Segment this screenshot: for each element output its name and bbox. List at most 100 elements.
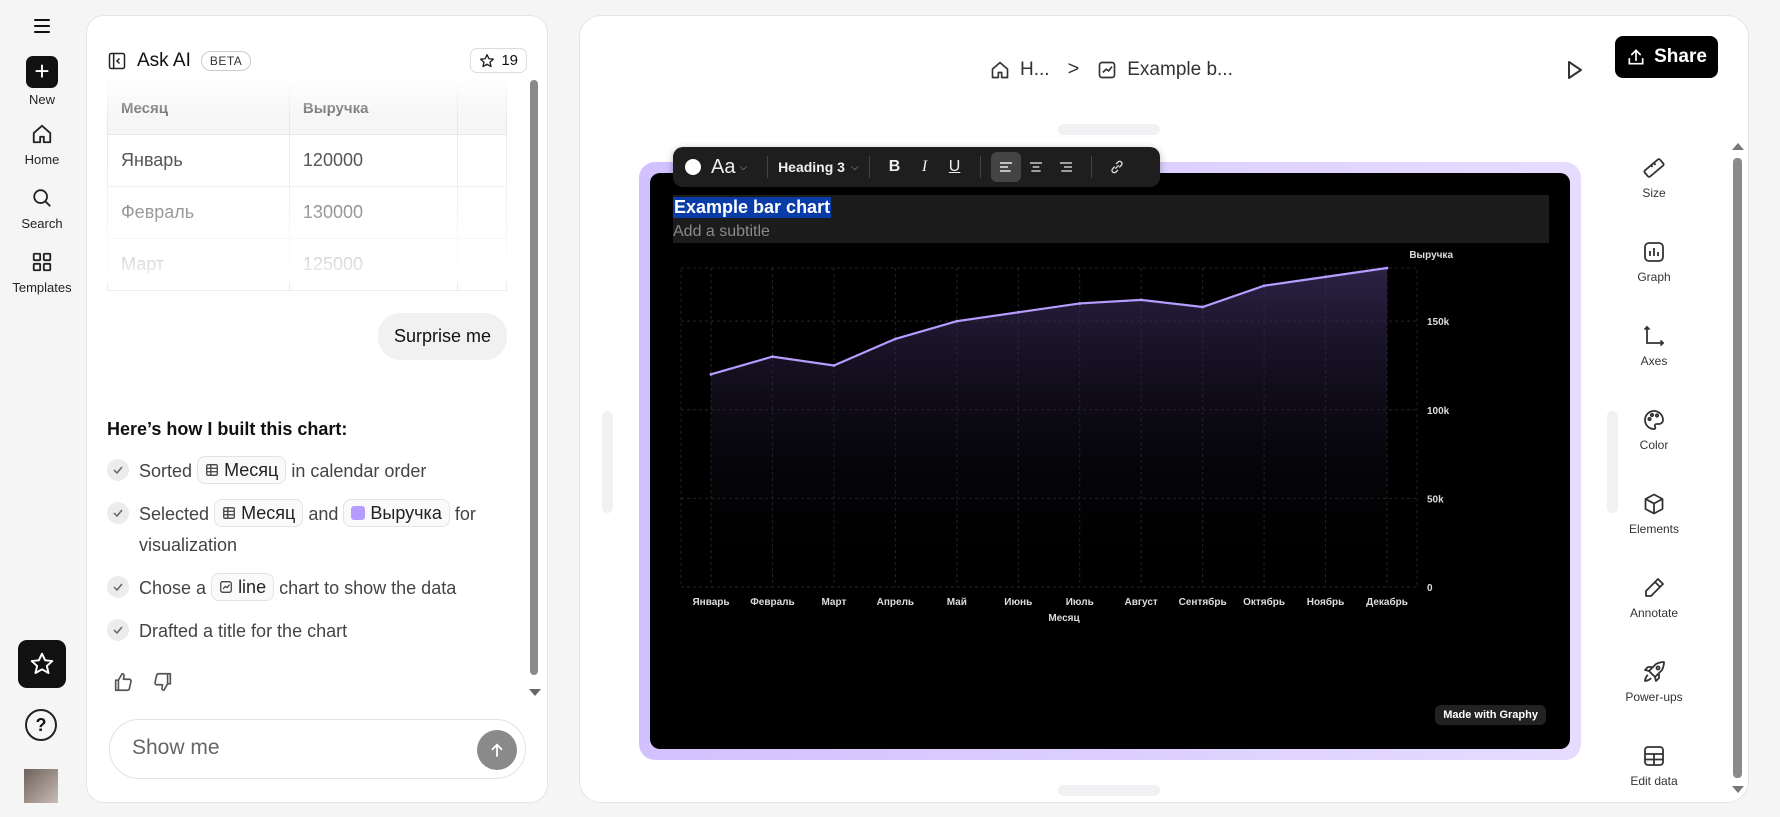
chip-label: Выручка: [370, 503, 442, 523]
breadcrumb-home[interactable]: H...: [1020, 58, 1050, 80]
thumbs-up-icon[interactable]: [112, 671, 136, 695]
scroll-down-arrow[interactable]: [529, 689, 541, 696]
format-toolbar: Aa ⌵ Heading 3 ⌵ B I U: [673, 147, 1160, 187]
align-left-button[interactable]: [990, 152, 1021, 182]
chip-label: line: [238, 577, 267, 597]
align-right-button[interactable]: [1051, 152, 1081, 182]
bar-graph-icon: [1640, 238, 1668, 266]
thumbs-down-icon[interactable]: [152, 671, 176, 695]
x-tick-label: Январь: [692, 597, 729, 608]
chip-label: Месяц: [241, 503, 296, 523]
present-button[interactable]: [1562, 58, 1588, 84]
step-text: Sorted: [139, 461, 193, 481]
help-button[interactable]: ?: [25, 709, 57, 741]
table-icon: [206, 464, 218, 476]
templates-nav[interactable]: Templates: [0, 246, 84, 295]
italic-button[interactable]: I: [921, 158, 928, 175]
new-label: New: [28, 92, 55, 107]
chart-title[interactable]: Example bar chart: [673, 197, 832, 218]
x-tick-label: Апрель: [877, 597, 914, 608]
chart-canvas[interactable]: Example bar chart Add a subtitle 0 50k 100…: [650, 173, 1570, 749]
column-chip: Месяц: [197, 456, 287, 484]
built-title: Here’s how I built this chart:: [107, 419, 348, 439]
area-fill: [711, 268, 1387, 587]
chart-subtitle[interactable]: Add a subtitle: [673, 223, 770, 240]
editor-scrollbar[interactable]: [1733, 158, 1742, 778]
tool-label: Elements: [1628, 522, 1680, 536]
tool-graph[interactable]: Graph: [1615, 238, 1693, 284]
tool-label: Axes: [1640, 354, 1668, 368]
search-nav[interactable]: Search: [0, 182, 84, 231]
tool-size[interactable]: Size: [1615, 154, 1693, 200]
check-icon: [107, 619, 129, 641]
bold-button[interactable]: B: [888, 158, 901, 175]
step-text: for visualization: [139, 504, 476, 555]
align-left-icon: [999, 162, 1012, 172]
collapse-panel-icon[interactable]: [107, 51, 127, 71]
plot-area: [680, 267, 1418, 588]
underline-button[interactable]: U: [948, 158, 961, 175]
align-center-button[interactable]: [1021, 152, 1051, 182]
play-icon: [1568, 61, 1582, 79]
x-tick-label: Ноябрь: [1307, 596, 1344, 608]
rocket-icon: [1640, 658, 1668, 686]
tool-elements[interactable]: Elements: [1615, 490, 1693, 536]
scroll-up-arrow[interactable]: [1732, 143, 1744, 150]
tool-power-ups[interactable]: Power-ups: [1615, 658, 1693, 704]
data-point: [1385, 266, 1389, 270]
data-point: [893, 337, 897, 341]
chat-title: Ask AI: [137, 50, 191, 71]
step-text: Selected: [139, 504, 210, 524]
tool-label: Size: [1642, 186, 1666, 200]
menu-icon[interactable]: [30, 16, 54, 36]
table-header: Выручка: [288, 82, 458, 135]
share-button[interactable]: Share: [1615, 36, 1718, 78]
feedback-buttons: [112, 671, 176, 695]
resize-handle-right[interactable]: [1607, 411, 1618, 513]
table-cell: Февраль: [107, 186, 290, 239]
text-color-button[interactable]: [685, 159, 701, 175]
align-center-icon: [1029, 162, 1042, 172]
tool-color[interactable]: Color: [1615, 406, 1693, 452]
resize-handle-left[interactable]: [602, 411, 613, 513]
beta-badge: BETA: [200, 51, 252, 71]
new-button[interactable]: + New: [0, 56, 84, 107]
x-tick-label: Июль: [1066, 597, 1094, 608]
x-tick-label: Август: [1125, 597, 1158, 608]
check-icon: [107, 502, 129, 524]
data-preview-table: Месяц Выручка Январь 120000 Февраль 1300…: [107, 82, 508, 291]
breadcrumb-page[interactable]: Example b...: [1127, 58, 1233, 80]
made-with-badge[interactable]: Made with Graphy: [1435, 705, 1546, 725]
chat-scrollbar[interactable]: [530, 80, 538, 675]
tool-axes[interactable]: Axes: [1615, 322, 1693, 368]
title-box[interactable]: Example bar chart Add a subtitle: [673, 195, 1549, 243]
send-button[interactable]: [477, 730, 517, 770]
x-tick-label: Октябрь: [1243, 596, 1285, 608]
resize-handle-bottom[interactable]: [1058, 785, 1160, 796]
home-icon[interactable]: [990, 60, 1010, 80]
avatar[interactable]: [24, 769, 58, 803]
tool-annotate[interactable]: Annotate: [1615, 574, 1693, 620]
list-item: Drafted a title for the chart: [107, 616, 517, 647]
table-cell: Март: [107, 238, 290, 291]
favorite-button[interactable]: 19: [470, 48, 527, 73]
build-steps: Sorted Месяц in calendar order Selected …: [107, 456, 517, 659]
font-button[interactable]: Aa: [711, 155, 736, 178]
table-header: [456, 82, 508, 135]
home-nav[interactable]: Home: [0, 118, 84, 167]
tool-label: Edit data: [1630, 774, 1678, 788]
grid-icon: [0, 246, 84, 278]
step-text: in calendar order: [291, 461, 427, 481]
chat-input[interactable]: [132, 736, 452, 760]
line-chart-icon: [220, 581, 232, 593]
heading-select[interactable]: Heading 3: [778, 159, 845, 175]
link-button[interactable]: [1102, 152, 1132, 182]
star-button[interactable]: [18, 640, 66, 688]
pen-icon: [1640, 574, 1668, 602]
resize-handle-top[interactable]: [1058, 124, 1160, 135]
palette-icon: [1640, 406, 1668, 434]
x-tick-label: Декабрь: [1366, 596, 1408, 608]
tool-edit-data[interactable]: Edit data: [1615, 742, 1693, 788]
star-outline-icon: [480, 53, 495, 67]
scroll-down-arrow[interactable]: [1732, 786, 1744, 793]
